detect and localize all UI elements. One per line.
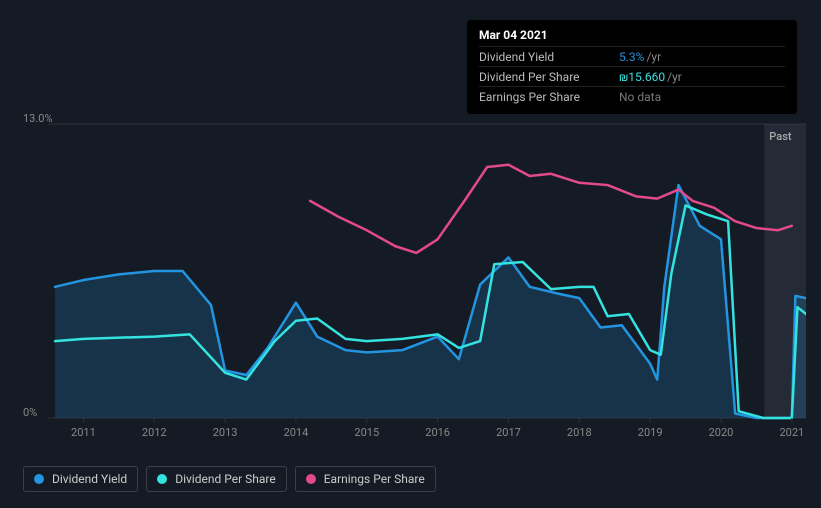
legend-item[interactable]: Dividend Yield — [23, 466, 138, 492]
chart-svg — [23, 106, 806, 446]
legend-dot-icon — [306, 474, 316, 484]
x-axis-label: 2016 — [425, 426, 450, 439]
x-axis-label: 2017 — [496, 426, 521, 439]
tooltip-row: Dividend Per Share₪15.660 /yr — [479, 66, 785, 86]
x-axis-label: 2020 — [709, 426, 734, 439]
legend-label: Dividend Yield — [52, 472, 127, 486]
tooltip-value: No data — [619, 90, 661, 104]
tooltip-unit: /yr — [667, 70, 682, 84]
tooltip-row: Dividend Yield5.3% /yr — [479, 46, 785, 66]
tooltip-label: Dividend Per Share — [479, 70, 619, 84]
y-axis-label: 13.0% — [23, 112, 53, 125]
chart-tooltip: Mar 04 2021Dividend Yield5.3% /yrDividen… — [467, 20, 797, 114]
x-axis-label: 2012 — [142, 426, 167, 439]
legend-dot-icon — [157, 474, 167, 484]
tooltip-value: 5.3% — [619, 50, 644, 64]
x-axis-label: 2018 — [567, 426, 592, 439]
legend-item[interactable]: Earnings Per Share — [295, 466, 436, 492]
y-axis-label: 0% — [23, 406, 37, 419]
x-axis-label: 2011 — [71, 426, 96, 439]
tooltip-value: ₪15.660 — [619, 70, 665, 84]
x-axis-label: 2021 — [779, 426, 804, 439]
chart-legend: Dividend Yield Dividend Per Share Earnings… — [23, 466, 436, 492]
chart-container: 13.0% 0% 2011 2012 2013 2014 2015 2016 2017 2018 2… — [23, 106, 806, 446]
tooltip-label: Earnings Per Share — [479, 90, 619, 104]
legend-item[interactable]: Dividend Per Share — [146, 466, 287, 492]
x-axis-label: 2014 — [284, 426, 309, 439]
legend-label: Dividend Per Share — [175, 472, 276, 486]
legend-dot-icon — [34, 474, 44, 484]
tooltip-label: Dividend Yield — [479, 50, 619, 64]
x-axis-label: 2019 — [638, 426, 663, 439]
legend-label: Earnings Per Share — [324, 472, 425, 486]
tooltip-unit: /yr — [646, 50, 661, 64]
past-label: Past — [769, 130, 791, 143]
x-axis-label: 2013 — [213, 426, 238, 439]
x-axis-label: 2015 — [354, 426, 379, 439]
tooltip-row: Earnings Per ShareNo data — [479, 86, 785, 106]
tooltip-date: Mar 04 2021 — [479, 28, 785, 42]
